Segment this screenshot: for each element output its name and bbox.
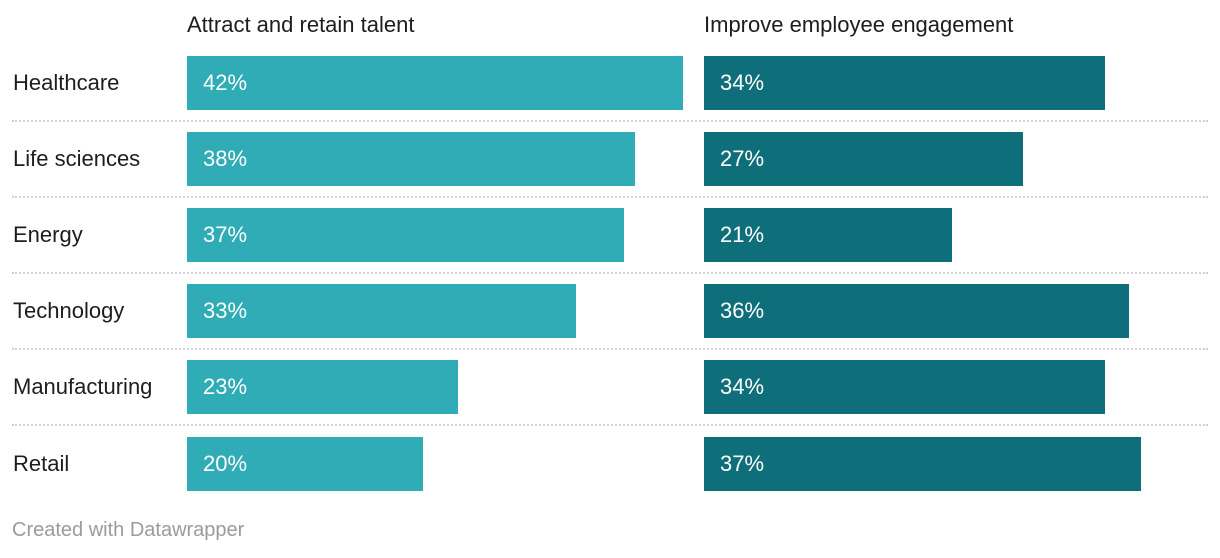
datawrapper-credit-link[interactable]: Created with Datawrapper	[12, 519, 245, 541]
bar-employee-engagement: 36%	[704, 284, 1129, 338]
bar-zone: 23%	[187, 360, 704, 414]
bar-value-label: 36%	[720, 298, 765, 323]
bar-value-label: 34%	[720, 70, 765, 95]
bar-zone: 37%	[187, 208, 704, 262]
bar-zone: 36%	[704, 284, 1208, 338]
bar-zone: 34%	[704, 56, 1208, 110]
bar-value-label: 34%	[720, 374, 765, 399]
bar-attract-retain: 23%	[187, 360, 458, 414]
bar-attract-retain: 20%	[187, 437, 423, 491]
bar-value-label: 20%	[203, 451, 248, 476]
category-label: Healthcare	[13, 70, 120, 95]
bar-value-label: 21%	[720, 222, 765, 247]
bar-zone: 27%	[704, 132, 1208, 186]
bar-employee-engagement: 27%	[704, 132, 1023, 186]
bar-employee-engagement: 34%	[704, 56, 1105, 110]
chart-rows: Healthcare 42% 34% Life sciences 38% 27% Energ…	[12, 46, 1208, 502]
bar-zone: 42%	[187, 56, 704, 110]
category-label: Retail	[13, 451, 70, 476]
bar-attract-retain: 33%	[187, 284, 576, 338]
bar-value-label: 37%	[203, 222, 248, 247]
bar-value-label: 37%	[720, 451, 765, 476]
bar-attract-retain: 38%	[187, 132, 635, 186]
category-label: Manufacturing	[13, 374, 153, 399]
category-label: Energy	[13, 222, 83, 247]
table-row: Energy 37% 21%	[12, 198, 1208, 274]
bar-attract-retain: 42%	[187, 56, 683, 110]
bar-value-label: 42%	[203, 70, 248, 95]
chart-footer: Created with Datawrapper	[12, 502, 1208, 542]
table-row: Life sciences 38% 27%	[12, 122, 1208, 198]
bar-zone: 38%	[187, 132, 704, 186]
bar-value-label: 33%	[203, 298, 248, 323]
bar-zone: 37%	[704, 437, 1208, 491]
bar-employee-engagement: 37%	[704, 437, 1141, 491]
table-row: Healthcare 42% 34%	[12, 46, 1208, 122]
column-headers-row: Attract and retain talent Improve employ…	[12, 0, 1208, 46]
table-row: Manufacturing 23% 34%	[12, 350, 1208, 426]
bar-zone: 33%	[187, 284, 704, 338]
bar-employee-engagement: 21%	[704, 208, 952, 262]
category-label: Life sciences	[13, 146, 141, 171]
bar-zone: 21%	[704, 208, 1208, 262]
bar-value-label: 38%	[203, 146, 248, 171]
bar-attract-retain: 37%	[187, 208, 624, 262]
column-header-employee-engagement: Improve employee engagement	[704, 12, 1014, 37]
bar-value-label: 23%	[203, 374, 248, 399]
table-row: Technology 33% 36%	[12, 274, 1208, 350]
bar-zone: 20%	[187, 437, 704, 491]
bar-employee-engagement: 34%	[704, 360, 1105, 414]
category-label: Technology	[13, 298, 125, 323]
bar-value-label: 27%	[720, 146, 765, 171]
bar-zone: 34%	[704, 360, 1208, 414]
column-header-attract-retain: Attract and retain talent	[187, 12, 415, 37]
table-row: Retail 20% 37%	[12, 426, 1208, 502]
